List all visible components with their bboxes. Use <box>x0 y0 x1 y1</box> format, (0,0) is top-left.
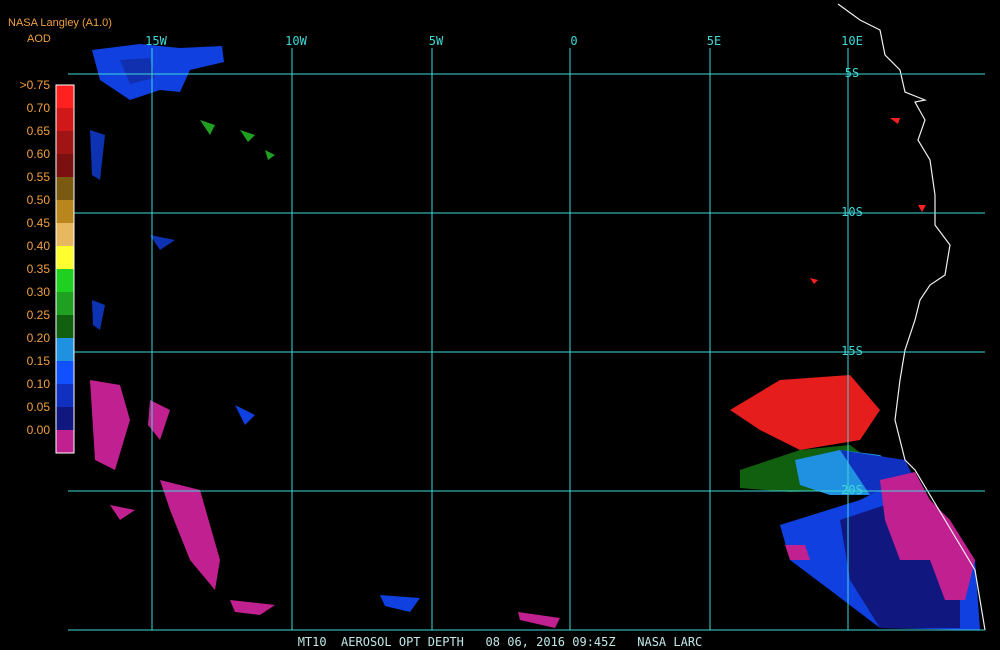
legend-label: 0.50 <box>27 193 51 207</box>
legend-label: 0.35 <box>27 262 51 276</box>
legend-label: 0.20 <box>27 331 51 345</box>
legend-label: 0.40 <box>27 239 51 253</box>
legend-swatch <box>56 269 74 292</box>
legend-swatch <box>56 361 74 384</box>
legend-label: 0.60 <box>27 147 51 161</box>
legend-swatch <box>56 292 74 315</box>
legend-label: 0.05 <box>27 400 51 414</box>
legend-swatch <box>56 430 74 453</box>
legend-swatch <box>56 246 74 269</box>
legend-label: 0.00 <box>27 423 51 437</box>
legend-swatch <box>56 200 74 223</box>
longitude-label: 5E <box>707 34 721 48</box>
footer: MT10 AEROSOL OPT DEPTH 08 06, 2016 09:45… <box>298 635 703 649</box>
legend-swatch <box>56 177 74 200</box>
coastline <box>837 3 986 631</box>
longitude-label: 5W <box>429 34 444 48</box>
legend-label: 0.10 <box>27 377 51 391</box>
legend-swatch <box>56 154 74 177</box>
legend-label: 0.55 <box>27 170 51 184</box>
legend-label: 0.45 <box>27 216 51 230</box>
legend-swatch <box>56 384 74 407</box>
legend-swatch <box>56 407 74 430</box>
longitude-label: 0 <box>570 34 577 48</box>
legend-label: >0.75 <box>20 78 51 92</box>
legend-label: 0.25 <box>27 308 51 322</box>
latitude-label: 10S <box>841 205 863 219</box>
legend-label: 0.30 <box>27 285 51 299</box>
legend: >0.75 0.70 0.65 0.60 0.55 0.50 0.45 0.40 0.35 0.3… <box>20 78 75 454</box>
header-subtitle: AOD <box>27 33 51 45</box>
legend-swatch <box>56 338 74 361</box>
header-title: NASA Langley (A1.0) <box>8 17 112 29</box>
legend-frame <box>55 84 75 454</box>
latitude-label: 15S <box>841 344 863 358</box>
latitude-label: 5S <box>845 66 859 80</box>
longitude-label: 10E <box>841 34 863 48</box>
legend-label: 0.70 <box>27 101 51 115</box>
graticule: 15W 10W 5W 0 5E 10E 5S 10S 15S 20S <box>68 34 985 631</box>
legend-swatch <box>56 85 74 108</box>
legend-label: 0.15 <box>27 354 51 368</box>
longitude-label: 10W <box>285 34 307 48</box>
legend-swatch <box>56 315 74 338</box>
legend-swatch <box>56 223 74 246</box>
longitude-label: 15W <box>145 34 167 48</box>
legend-label: 0.65 <box>27 124 51 138</box>
aerosol-field <box>90 44 980 630</box>
legend-swatch <box>56 131 74 154</box>
legend-swatch <box>56 108 74 131</box>
latitude-label: 20S <box>841 483 863 497</box>
